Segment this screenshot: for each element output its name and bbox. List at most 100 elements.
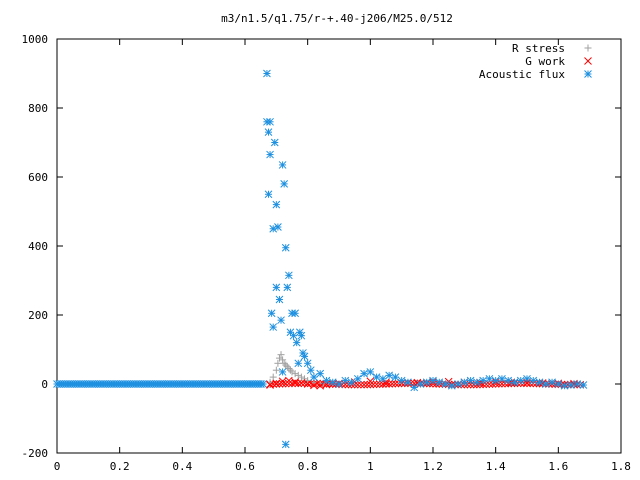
acoustic-flux-point: [341, 376, 350, 385]
acoustic-flux-point: [269, 224, 278, 233]
g-work-point: [485, 380, 494, 389]
acoustic-flux-point: [554, 380, 563, 388]
g-work-point: [303, 380, 312, 388]
acoustic-flux-point: [289, 331, 298, 340]
acoustic-flux-point: [266, 117, 274, 126]
r-stress-point: [297, 373, 305, 381]
acoustic-flux-point: [292, 338, 301, 347]
acoustic-flux-point: [560, 381, 569, 390]
acoustic-flux-baseline: [53, 380, 268, 388]
x-tick-label: 0.8: [298, 460, 318, 473]
x-tick-label: 1.8: [611, 460, 631, 473]
acoustic-flux-point: [485, 374, 494, 383]
acoustic-flux-point: [272, 200, 281, 209]
g-work-point: [310, 381, 318, 390]
g-work-point: [291, 379, 299, 388]
legend-label: R stress: [512, 42, 565, 55]
acoustic-flux-point: [372, 373, 381, 381]
acoustic-flux-point: [435, 378, 444, 387]
acoustic-flux-point: [567, 381, 575, 389]
acoustic-flux-point: [422, 378, 431, 387]
acoustic-flux-point: [270, 138, 279, 147]
acoustic-flux-point: [280, 180, 289, 188]
acoustic-flux-point: [466, 376, 475, 385]
acoustic-flux-point: [404, 378, 412, 387]
acoustic-flux-point: [366, 368, 375, 376]
acoustic-flux-point: [385, 371, 393, 380]
r-stress-point: [272, 366, 280, 374]
g-work-point: [388, 379, 397, 388]
x-tick-label: 0.6: [235, 460, 255, 473]
acoustic-flux-point: [454, 380, 462, 388]
plot-frame: [56, 38, 622, 454]
r-stress-point: [277, 351, 285, 359]
g-work-point: [272, 379, 281, 388]
r-stress-point: [291, 370, 299, 378]
g-work-point: [413, 379, 422, 388]
acoustic-flux-point: [498, 374, 506, 383]
acoustic-flux-point: [277, 316, 285, 325]
legend-label: Acoustic flux: [479, 68, 565, 81]
acoustic-flux-point: [272, 283, 281, 292]
g-work-point: [291, 378, 299, 386]
acoustic-flux-point: [264, 190, 273, 199]
y-tick-label: 1000: [22, 33, 49, 46]
acoustic-flux-point: [429, 376, 437, 385]
acoustic-flux-point: [306, 366, 315, 375]
acoustic-flux-point: [360, 369, 368, 378]
y-tick-label: 400: [28, 240, 48, 253]
acoustic-flux-point: [391, 373, 400, 381]
r-stress-point: [288, 368, 296, 376]
acoustic-flux-point: [516, 376, 525, 385]
r-stress-point: [283, 363, 291, 371]
y-tick-label: 200: [28, 309, 48, 322]
acoustic-flux-point: [297, 331, 306, 340]
acoustic-flux-point: [263, 69, 271, 78]
acoustic-flux-point: [523, 374, 531, 383]
acoustic-flux-point: [294, 359, 303, 368]
acoustic-flux-point: [335, 380, 343, 388]
acoustic-flux-point: [274, 223, 282, 231]
g-work-point: [285, 379, 293, 388]
acoustic-flux-point: [529, 376, 538, 385]
y-tick-label: 0: [41, 378, 48, 391]
y-tick-label: 600: [28, 171, 48, 184]
r-stress-point: [269, 373, 277, 381]
acoustic-flux-point: [283, 283, 292, 292]
g-work-point: [278, 377, 287, 386]
g-work-point: [366, 380, 375, 389]
g-work-point: [285, 376, 293, 385]
acoustic-flux-point: [473, 378, 481, 387]
g-work-point: [278, 379, 287, 388]
r-stress-point: [274, 359, 282, 367]
x-tick-label: 1.2: [423, 460, 443, 473]
x-tick-label: 1: [367, 460, 374, 473]
x-tick-label: 1.4: [486, 460, 506, 473]
y-tick-label: 800: [28, 102, 48, 115]
g-work-point: [382, 380, 390, 388]
r-stress-point: [275, 354, 283, 362]
acoustic-flux-point: [548, 378, 556, 387]
r-stress-point: [279, 356, 287, 364]
legend-marker: [584, 57, 592, 65]
acoustic-flux-point: [479, 376, 487, 385]
g-work-point: [372, 380, 381, 389]
acoustic-flux-point: [266, 150, 274, 159]
acoustic-flux-point: [460, 378, 469, 387]
acoustic-flux-point: [316, 369, 325, 378]
chart-title: m3/n1.5/q1.75/r-+.40-j206/M25.0/512: [221, 12, 453, 25]
acoustic-flux-point: [347, 378, 356, 387]
acoustic-flux-point: [285, 271, 293, 280]
acoustic-flux-point: [541, 380, 550, 388]
axes: 0 0.2 0.4 0.6 0.8 1 1.2 1.4 1.6 1.8 -200 0 200 400 600…: [22, 33, 631, 473]
acoustic-flux-point: [410, 383, 419, 392]
acoustic-flux-point: [441, 380, 450, 388]
acoustic-flux-point: [300, 352, 309, 361]
acoustic-flux-point: [269, 323, 278, 331]
legend-marker: [584, 44, 592, 52]
acoustic-flux-point: [275, 295, 284, 304]
y-tick-label: -200: [22, 447, 49, 460]
acoustic-flux-point: [328, 378, 337, 387]
acoustic-flux-point: [379, 374, 387, 383]
